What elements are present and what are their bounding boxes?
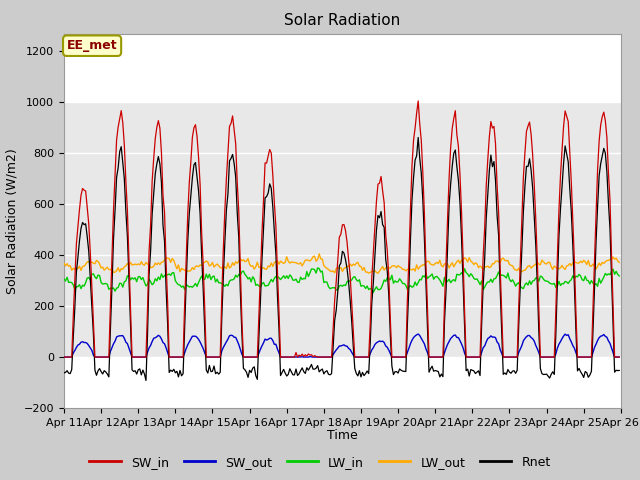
Rnet <box>305 367 312 373</box>
Rnet <box>227 156 235 161</box>
SW_out <box>244 354 252 360</box>
LW_out <box>244 256 252 262</box>
Line: LW_in: LW_in <box>64 268 620 292</box>
SW_out <box>226 333 234 339</box>
SW_out <box>60 354 68 360</box>
LW_out <box>60 260 68 266</box>
LW_in <box>60 276 68 282</box>
SW_in <box>244 354 252 360</box>
Rnet <box>616 368 623 373</box>
LW_out <box>226 265 234 271</box>
Rnet <box>246 367 253 373</box>
SW_in <box>60 354 68 360</box>
Title: Solar Radiation: Solar Radiation <box>284 13 401 28</box>
LW_out <box>616 260 623 265</box>
Rnet <box>588 369 595 374</box>
Legend: SW_in, SW_out, LW_in, LW_out, Rnet: SW_in, SW_out, LW_in, LW_out, Rnet <box>84 451 556 474</box>
LW_in <box>303 269 310 275</box>
LW_in <box>616 273 623 279</box>
LW_out <box>588 264 595 269</box>
Line: SW_in: SW_in <box>64 101 620 357</box>
SW_in <box>303 353 310 359</box>
Bar <box>64 102 621 357</box>
Line: Rnet: Rnet <box>64 137 620 381</box>
SW_in <box>586 354 594 360</box>
Rnet <box>128 367 136 373</box>
LW_out <box>316 251 323 257</box>
SW_out <box>253 354 261 360</box>
LW_in <box>244 276 252 282</box>
LW_in <box>314 265 321 271</box>
Rnet <box>60 370 68 376</box>
SW_out <box>586 354 594 360</box>
SW_in <box>253 354 261 360</box>
Line: SW_out: SW_out <box>64 334 620 357</box>
LW_in <box>253 282 261 288</box>
SW_in <box>414 98 422 104</box>
LW_out <box>303 257 310 263</box>
SW_out <box>616 354 623 360</box>
LW_out <box>128 262 136 268</box>
Rnet <box>142 378 150 384</box>
SW_out <box>128 354 136 360</box>
LW_in <box>369 289 377 295</box>
X-axis label: Time: Time <box>327 429 358 442</box>
Y-axis label: Solar Radiation (W/m2): Solar Radiation (W/m2) <box>5 148 18 294</box>
SW_in <box>616 354 623 360</box>
Rnet <box>255 335 263 340</box>
Line: LW_out: LW_out <box>64 254 620 273</box>
Rnet <box>414 134 422 140</box>
LW_in <box>128 275 136 281</box>
LW_in <box>588 277 595 283</box>
LW_out <box>253 259 261 265</box>
SW_out <box>414 331 422 337</box>
SW_in <box>128 354 136 360</box>
Text: EE_met: EE_met <box>67 39 117 52</box>
LW_in <box>226 278 234 284</box>
SW_in <box>226 123 234 129</box>
SW_out <box>303 354 310 360</box>
LW_out <box>374 270 382 276</box>
